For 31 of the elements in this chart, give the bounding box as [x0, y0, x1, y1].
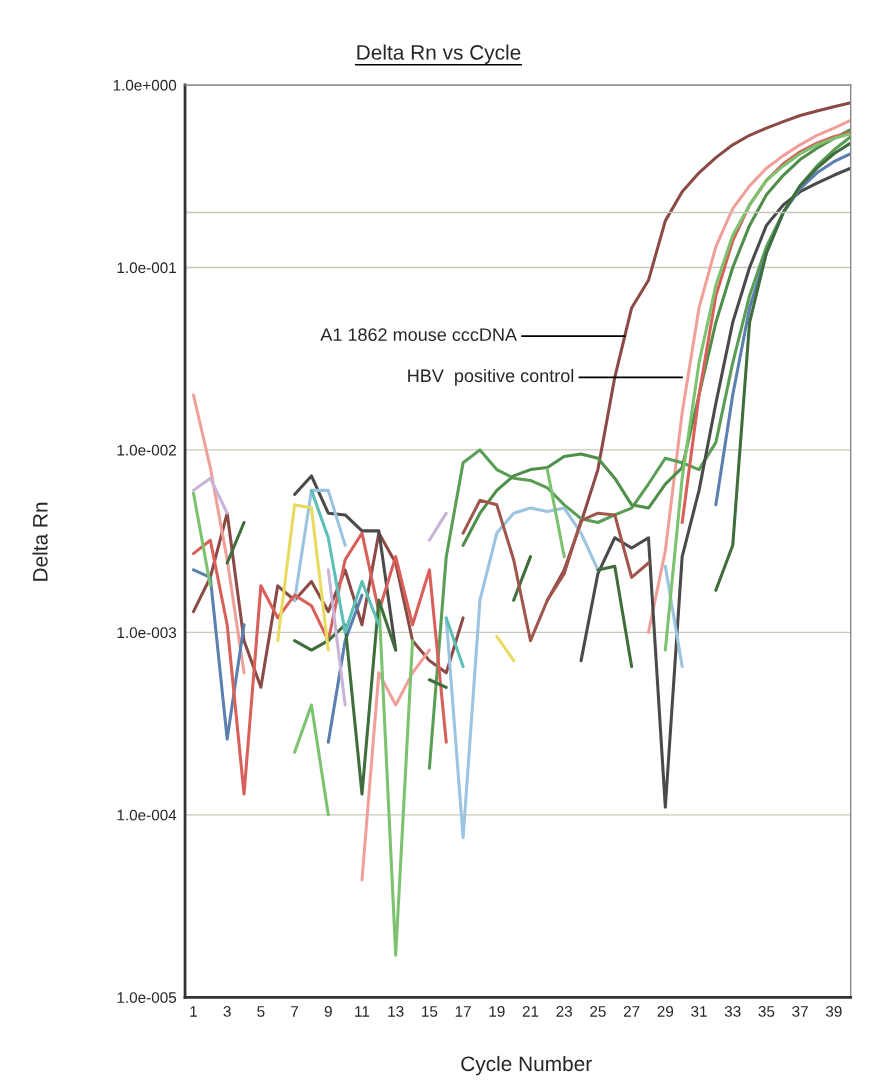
y-axis-title: Delta Rn [32, 502, 48, 581]
x-tick-label: 15 [422, 1006, 438, 1017]
x-tick-label: 23 [556, 1006, 573, 1017]
x-tick-label: 33 [724, 1006, 741, 1017]
y-tick-label: 1.0e+000 [113, 79, 177, 91]
x-tick-label: 9 [324, 1006, 332, 1017]
y-tick-label: 1.0e-001 [117, 262, 176, 274]
x-tick-label: 5 [257, 1006, 265, 1017]
y-tick-label: 1.0e-003 [117, 627, 177, 639]
x-tick-label: 31 [691, 1006, 707, 1017]
annotation: HBV positive control [408, 368, 574, 386]
x-tick-label: 19 [489, 1006, 505, 1017]
x-tick-label: 3 [223, 1006, 231, 1017]
x-tick-label: 39 [825, 1006, 842, 1017]
x-tick-label: 1 [190, 1006, 197, 1017]
x-tick-label: 37 [792, 1006, 808, 1017]
x-tick-label: 11 [355, 1006, 370, 1017]
y-tick-label: 1.0e-002 [117, 444, 176, 456]
annotation: A1 1862 mouse cccDNA [320, 328, 517, 342]
x-tick-label: 17 [455, 1006, 471, 1017]
y-tick-label: 1.0e-005 [117, 992, 177, 1003]
x-tick-label: 7 [291, 1006, 299, 1017]
x-tick-label: 27 [623, 1006, 640, 1017]
x-tick-label: 35 [758, 1006, 775, 1017]
x-tick-label: 29 [657, 1006, 674, 1017]
x-tick-label: 25 [590, 1006, 606, 1017]
x-axis-title: Cycle Number [461, 1055, 592, 1076]
y-tick-label: 1.0e-004 [117, 809, 177, 821]
x-tick-label: 21 [522, 1006, 539, 1017]
chart-title: Delta Rn vs Cycle [357, 44, 521, 64]
x-tick-label: 13 [388, 1006, 404, 1017]
